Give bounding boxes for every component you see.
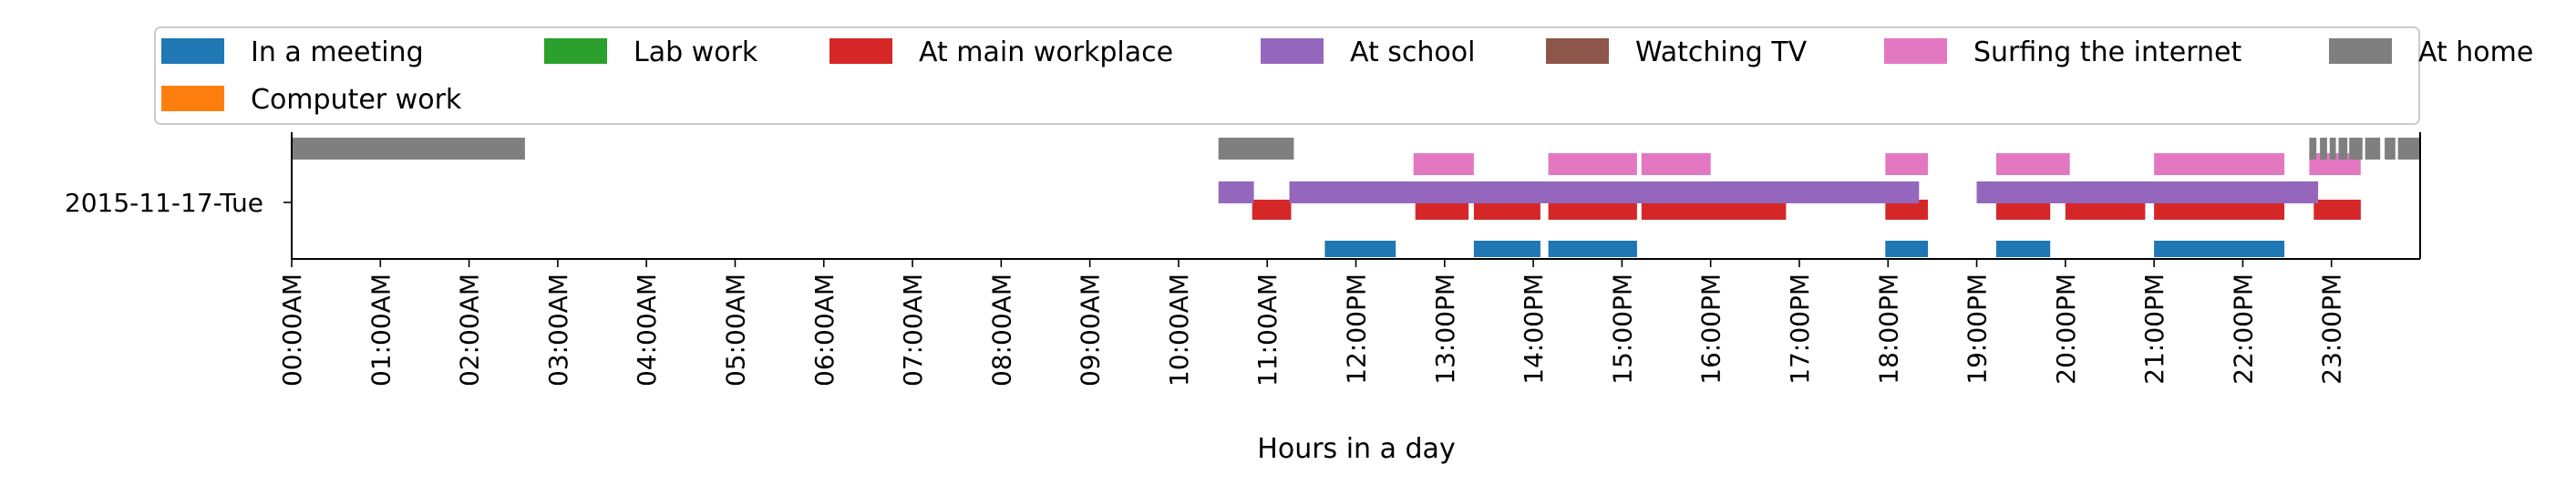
x-tick-label: 07:00AM <box>898 274 928 387</box>
bar-at-main-workplace-8 <box>2154 200 2285 220</box>
bar-in-a-meeting-0 <box>1324 241 1396 257</box>
x-tick-label: 09:00AM <box>1076 274 1106 387</box>
bar-at-home-1 <box>1218 138 1294 160</box>
bar-at-home-7 <box>2365 138 2381 160</box>
x-tick-label: 13:00PM <box>1430 274 1460 385</box>
bar-at-main-workplace-3 <box>1548 200 1637 220</box>
bar-in-a-meeting-3 <box>1885 241 1928 257</box>
bar-at-home-2 <box>2309 138 2317 160</box>
x-tick-label: 02:00AM <box>455 274 485 387</box>
bar-at-home-4 <box>2329 138 2336 160</box>
bar-at-home-8 <box>2385 138 2396 160</box>
legend-label-watching-tv: Watching TV <box>1635 36 1808 68</box>
bar-at-home-6 <box>2349 138 2363 160</box>
x-tick-label: 15:00PM <box>1607 274 1637 385</box>
axes: 00:00AM 01:00AM 02:00AM 03:00AM 04:00AM 05:00… <box>65 132 2421 387</box>
legend-label-at-main-workplace: At main workplace <box>919 36 1173 68</box>
plot-area <box>292 138 2420 257</box>
y-tick-label: 2015-11-17-Tue <box>65 188 263 218</box>
legend-frame <box>154 26 2420 125</box>
bar-at-main-workplace-4 <box>1641 200 1787 220</box>
bar-at-school-0 <box>1218 181 1254 203</box>
x-tick-label: 23:00PM <box>2317 274 2347 385</box>
legend-swatch-in-a-meeting <box>161 38 224 64</box>
x-tick-label: 18:00PM <box>1873 274 1903 385</box>
bar-at-home-9 <box>2397 138 2420 160</box>
x-tick-label: 06:00AM <box>809 274 840 387</box>
bar-in-a-meeting-5 <box>2154 241 2285 257</box>
legend-swatch-computer-work <box>161 86 224 111</box>
legend-swatch-surfing-the-internet <box>1884 38 1947 64</box>
bar-at-main-workplace-0 <box>1252 200 1292 220</box>
x-tick-label: 05:00AM <box>721 274 751 387</box>
x-tick-label: 21:00PM <box>2139 274 2169 385</box>
legend-swatch-at-school <box>1261 38 1324 64</box>
bar-at-main-workplace-6 <box>1995 200 2051 220</box>
x-tick-label: 00:00AM <box>277 274 307 387</box>
bar-at-main-workplace-2 <box>1473 200 1540 220</box>
bar-at-school-2 <box>1976 181 2319 203</box>
bar-surfing-the-internet-4 <box>1995 153 2070 175</box>
bar-at-main-workplace-5 <box>1885 200 1928 220</box>
bar-in-a-meeting-1 <box>1473 241 1540 257</box>
bar-surfing-the-internet-2 <box>1641 153 1711 175</box>
x-tick-label: 20:00PM <box>2051 274 2081 385</box>
legend-swatch-watching-tv <box>1546 38 1609 64</box>
legend-swatch-at-home <box>2329 38 2392 64</box>
bar-at-main-workplace-1 <box>1415 200 1469 220</box>
x-tick-label: 04:00AM <box>632 274 662 387</box>
legend-swatch-at-main-workplace <box>829 38 892 64</box>
legend-label-in-a-meeting: In a meeting <box>251 36 424 68</box>
x-tick-label: 16:00PM <box>1696 274 1726 385</box>
legend-label-at-school: At school <box>1350 36 1475 68</box>
legend-label-surfing-the-internet: Surfing the internet <box>1973 36 2241 68</box>
bar-in-a-meeting-2 <box>1548 241 1637 257</box>
x-tick-label: 11:00AM <box>1252 274 1283 387</box>
legend-label-lab-work: Lab work <box>634 36 758 68</box>
x-axis-label: Hours in a day <box>1257 433 1455 465</box>
legend: In a meeting Lab work At main workplace At … <box>154 26 2533 125</box>
x-tick-label: 08:00AM <box>986 274 1016 387</box>
bar-surfing-the-internet-1 <box>1548 153 1637 175</box>
legend-swatch-lab-work <box>544 38 607 64</box>
bar-surfing-the-internet-3 <box>1885 153 1928 175</box>
x-tick-label: 17:00PM <box>1785 274 1815 385</box>
x-tick-label: 14:00PM <box>1519 274 1549 385</box>
bar-surfing-the-internet-5 <box>2154 153 2285 175</box>
x-tick-label: 19:00PM <box>1963 274 1993 385</box>
bar-at-home-0 <box>292 138 525 160</box>
bar-at-home-3 <box>2320 138 2327 160</box>
x-tick-label: 22:00PM <box>2228 274 2258 385</box>
x-tick-label: 01:00AM <box>366 274 396 387</box>
bar-at-home-5 <box>2338 138 2348 160</box>
bar-at-main-workplace-7 <box>2065 200 2146 220</box>
legend-label-at-home: At home <box>2418 36 2533 68</box>
x-tick-label: 12:00PM <box>1342 274 1372 385</box>
x-tick-label: 03:00AM <box>543 274 573 387</box>
legend-label-computer-work: Computer work <box>251 84 462 116</box>
bar-surfing-the-internet-0 <box>1413 153 1474 175</box>
bar-at-main-workplace-9 <box>2313 200 2361 220</box>
bar-in-a-meeting-4 <box>1995 241 2051 257</box>
x-tick-label: 10:00AM <box>1164 274 1194 387</box>
bar-at-school-1 <box>1289 181 1920 203</box>
